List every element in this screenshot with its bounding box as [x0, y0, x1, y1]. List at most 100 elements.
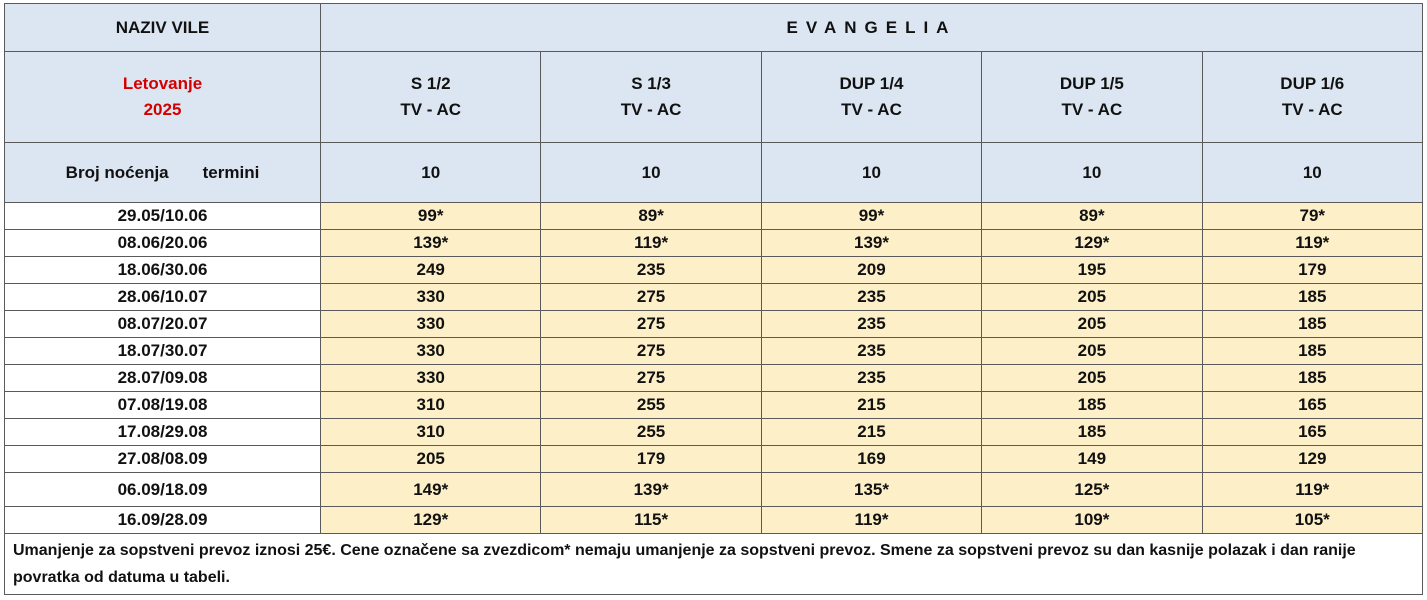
price: 209	[760, 256, 983, 284]
price: 179	[1201, 256, 1424, 284]
price: 185	[1201, 364, 1424, 392]
price: 215	[760, 391, 983, 419]
price: 275	[540, 283, 762, 311]
price: 235	[760, 337, 983, 365]
price: 185	[981, 418, 1203, 446]
room-features: TV - AC	[1061, 100, 1123, 119]
price: 99*	[319, 202, 542, 230]
nights-label-cell: Broj noćenja termini	[4, 142, 321, 203]
price: 249	[319, 256, 542, 284]
price: 215	[760, 418, 983, 446]
price-row: 17.08/29.08 310 255 215 185 165	[4, 418, 1424, 446]
price: 205	[981, 364, 1203, 392]
room-cell: S 1/3 TV - AC	[540, 51, 762, 143]
price: 109*	[981, 506, 1203, 534]
price: 139*	[319, 229, 542, 257]
room-features: TV - AC	[620, 100, 682, 119]
nights: 10	[981, 142, 1203, 203]
price-row: 28.06/10.07 330 275 235 205 185	[4, 283, 1424, 311]
price: 185	[1201, 283, 1424, 311]
price-row: 18.06/30.06 249 235 209 195 179	[4, 256, 1424, 284]
price-row: 27.08/08.09 205 179 169 149 129	[4, 445, 1424, 473]
price: 330	[319, 337, 542, 365]
season: Letovanje	[122, 74, 203, 93]
price: 275	[540, 337, 762, 365]
price: 205	[981, 283, 1203, 311]
price: 115*	[540, 506, 762, 534]
nights: 10	[760, 142, 983, 203]
price: 330	[319, 364, 542, 392]
price: 310	[319, 391, 542, 419]
price: 275	[540, 364, 762, 392]
price: 139*	[760, 229, 983, 257]
price-row: 06.09/18.09 149* 139* 135* 125* 119*	[4, 472, 1424, 507]
price: 119*	[540, 229, 762, 257]
room-name: DUP 1/4	[839, 74, 904, 93]
date: 27.08/08.09	[4, 445, 321, 473]
date: 08.06/20.06	[4, 229, 321, 257]
price: 179	[540, 445, 762, 473]
room-name: S 1/2	[410, 74, 451, 93]
date: 17.08/29.08	[4, 418, 321, 446]
price: 185	[1201, 337, 1424, 365]
price-row: 07.08/19.08 310 255 215 185 165	[4, 391, 1424, 419]
room-name: DUP 1/5	[1059, 74, 1124, 93]
price: 205	[319, 445, 542, 473]
price: 310	[319, 418, 542, 446]
season-year: 2025	[143, 100, 182, 119]
room-cell: S 1/2 TV - AC	[319, 51, 542, 143]
room-name: S 1/3	[631, 74, 671, 93]
price: 185	[1201, 310, 1424, 338]
date: 16.09/28.09	[4, 506, 321, 534]
price: 149*	[319, 472, 542, 507]
price-row: 16.09/28.09 129* 115* 119* 109* 105*	[4, 506, 1424, 534]
dates-label: termini	[202, 162, 260, 182]
price: 119*	[1201, 472, 1424, 507]
price-row: 08.06/20.06 139* 119* 139* 129* 119*	[4, 229, 1424, 257]
room-cell: DUP 1/5 TV - AC	[981, 51, 1203, 143]
price: 165	[1201, 418, 1424, 446]
nights: 10	[1201, 142, 1424, 203]
nights: 10	[319, 142, 542, 203]
price-row: 08.07/20.07 330 275 235 205 185	[4, 310, 1424, 338]
price: 185	[981, 391, 1203, 419]
date: 29.05/10.06	[4, 202, 321, 230]
footer-row: Umanjenje za sopstveni prevoz iznosi 25€…	[4, 533, 1423, 595]
date: 06.09/18.09	[4, 472, 321, 507]
price: 330	[319, 310, 542, 338]
price: 149	[981, 445, 1203, 473]
date: 28.06/10.07	[4, 283, 321, 311]
price: 195	[981, 256, 1203, 284]
room-features: TV - AC	[400, 100, 462, 119]
price: 205	[981, 310, 1203, 338]
label-cell: NAZIV VILE	[4, 3, 321, 52]
price: 129*	[319, 506, 542, 534]
price: 105*	[1201, 506, 1424, 534]
price: 235	[760, 364, 983, 392]
room-features: TV - AC	[841, 100, 902, 119]
date: 18.07/30.07	[4, 337, 321, 365]
price: 169	[760, 445, 983, 473]
price-row: 28.07/09.08 330 275 235 205 185	[4, 364, 1424, 392]
season-cell: Letovanje 2025	[4, 51, 321, 143]
price: 255	[540, 418, 762, 446]
price: 79*	[1201, 202, 1424, 230]
price-table: NAZIV VILE EVANGELIA Letovanje 2025 S 1/…	[4, 3, 1424, 595]
date: 28.07/09.08	[4, 364, 321, 392]
date: 18.06/30.06	[4, 256, 321, 284]
price: 139*	[540, 472, 762, 507]
room-cell: DUP 1/6 TV - AC	[1201, 51, 1424, 143]
price: 119*	[1201, 229, 1424, 257]
price: 165	[1201, 391, 1424, 419]
price: 275	[540, 310, 762, 338]
price: 135*	[760, 472, 983, 507]
price: 89*	[981, 202, 1203, 230]
nights: 10	[540, 142, 762, 203]
price: 89*	[540, 202, 762, 230]
room-cell: DUP 1/4 TV - AC	[760, 51, 983, 143]
villa-name: EVANGELIA	[786, 17, 957, 37]
price: 99*	[760, 202, 983, 230]
date: 07.08/19.08	[4, 391, 321, 419]
date: 08.07/20.07	[4, 310, 321, 338]
